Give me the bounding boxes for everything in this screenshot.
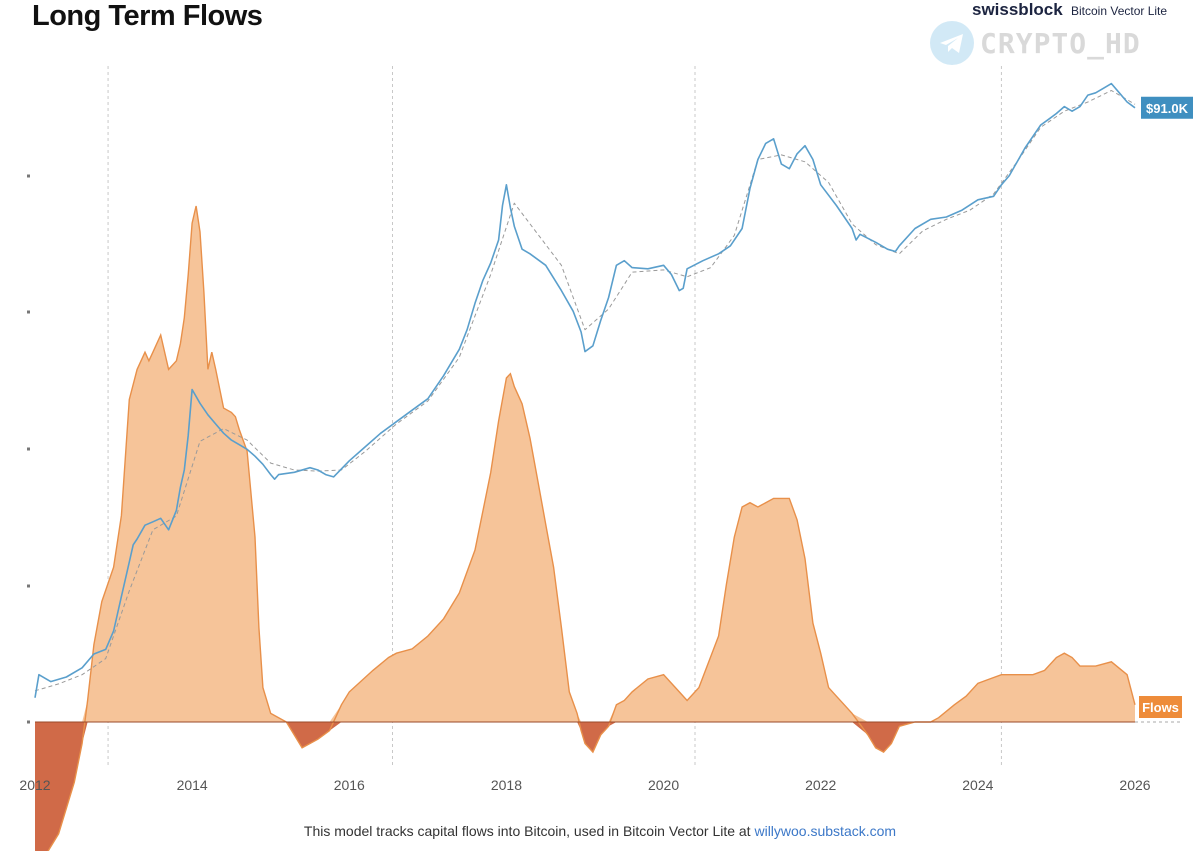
footer-text: This model tracks capital flows into Bit…: [303, 823, 755, 839]
watermark-text: CRYPTO_HD: [980, 26, 1141, 60]
x-tick-label: 2012: [19, 777, 50, 793]
x-tick-label: 2020: [648, 777, 679, 793]
y-axis-dot: [27, 720, 30, 724]
price-average-line: [34, 90, 1136, 692]
x-tick-label: 2014: [177, 777, 208, 793]
flows-line: [35, 205, 1136, 851]
price-line: [34, 82, 1136, 698]
y-axis-dot: [27, 447, 30, 451]
brand-logo: swissblock: [972, 0, 1063, 19]
telegram-icon: [930, 21, 974, 65]
footer-note: This model tracks capital flows into Bit…: [0, 823, 1200, 839]
x-tick-label: 2016: [334, 777, 365, 793]
price-badge: [1141, 96, 1193, 119]
x-tick-label: 2026: [1119, 777, 1150, 793]
x-tick-label: 2024: [962, 777, 993, 793]
x-tick-label: 2022: [805, 777, 836, 793]
brand-product-label: Bitcoin Vector Lite: [1071, 4, 1168, 18]
watermark: CRYPTO_HD: [930, 20, 1141, 66]
flows-positive-area: [35, 206, 1135, 722]
y-axis-dot: [27, 584, 30, 588]
flows-badge-label: Flows: [1142, 700, 1179, 715]
price-badge-label: $91.0K: [1146, 101, 1189, 116]
x-tick-label: 2018: [491, 777, 522, 793]
footer-link[interactable]: willywoo.substack.com: [754, 823, 897, 839]
flows-badge: [1139, 696, 1182, 718]
y-axis-dot: [27, 310, 30, 314]
y-axis-dot: [27, 174, 30, 178]
chart-title: Long Term Flows: [32, 0, 263, 32]
